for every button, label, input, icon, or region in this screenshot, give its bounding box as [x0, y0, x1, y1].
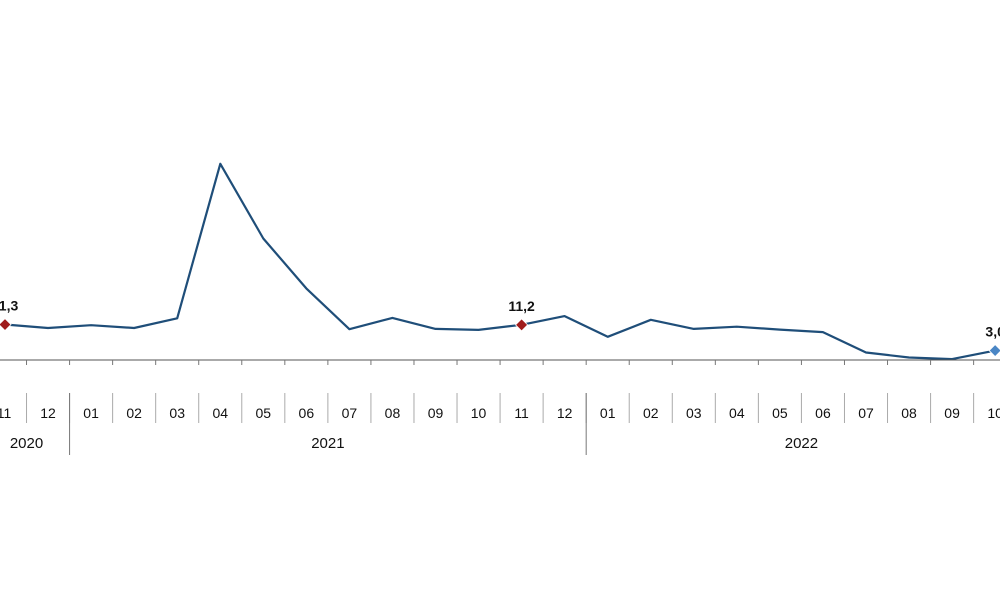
- data-point-marker: [515, 318, 529, 332]
- x-tick-label: 09: [428, 405, 444, 421]
- x-tick-label: 10: [987, 405, 1000, 421]
- x-tick-label: 11: [514, 405, 529, 421]
- x-tick-label: 09: [944, 405, 960, 421]
- data-point-label: 11,3: [0, 298, 18, 314]
- x-tick-label: 01: [600, 405, 616, 421]
- x-tick-label: 03: [686, 405, 702, 421]
- x-tick-label: 01: [83, 405, 99, 421]
- x-tick-label: 08: [385, 405, 401, 421]
- series-line: [4, 162, 996, 361]
- x-tick-label: 12: [40, 405, 56, 421]
- x-tick-label: 06: [299, 405, 315, 421]
- x-tick-label: 10: [471, 405, 487, 421]
- year-label: 2022: [785, 435, 818, 452]
- x-tick-label: 04: [729, 405, 745, 421]
- x-tick-label: 05: [256, 405, 272, 421]
- x-tick-label: 02: [643, 405, 659, 421]
- x-tick-label: 04: [212, 405, 228, 421]
- year-label: 2020: [10, 435, 43, 452]
- data-point-label: 3,0: [985, 324, 1000, 340]
- x-tick-label: 07: [342, 405, 358, 421]
- x-tick-label: 08: [901, 405, 917, 421]
- x-tick-label: 03: [169, 405, 185, 421]
- x-tick-label: 11: [0, 405, 11, 421]
- x-tick-label: 06: [815, 405, 831, 421]
- x-tick-label: 07: [858, 405, 874, 421]
- x-tick-label: 05: [772, 405, 788, 421]
- x-tick-label: 12: [557, 405, 573, 421]
- data-point-marker: [988, 344, 1000, 358]
- data-point-label: 11,2: [508, 298, 535, 314]
- data-point-marker: [0, 317, 12, 332]
- year-label: 2021: [311, 435, 344, 452]
- x-tick-label: 02: [126, 405, 142, 421]
